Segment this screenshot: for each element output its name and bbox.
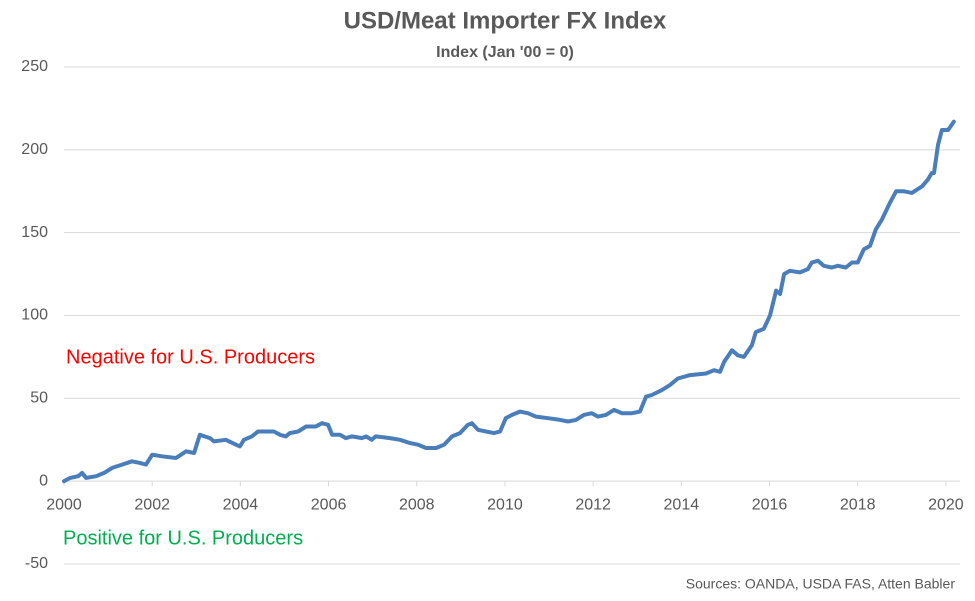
x-tick-label: 2020: [928, 496, 964, 513]
chart-subtitle: Index (Jan '00 = 0): [436, 44, 574, 61]
x-tick-label: 2000: [46, 496, 82, 513]
x-tick-label: 2006: [311, 496, 347, 513]
source: Sources: OANDA, USDA FAS, Atten Babler: [686, 576, 956, 592]
chart-title: USD/Meat Importer FX Index: [344, 7, 667, 34]
x-tick-label: 2016: [752, 496, 788, 513]
x-tick-label: 2010: [487, 496, 523, 513]
data-line: [62, 119, 956, 484]
x-tick-label: 2008: [399, 496, 435, 513]
x-tick-label: 2002: [134, 496, 170, 513]
y-tick-label: 100: [21, 307, 48, 324]
y-tick-label: 150: [21, 224, 48, 241]
x-tick-label: 2012: [575, 496, 611, 513]
x-tick-label: 2018: [840, 496, 876, 513]
x-tick-label: 2014: [664, 496, 700, 513]
y-tick-label: -50: [25, 555, 48, 572]
annotation: Positive for U.S. Producers: [63, 527, 303, 549]
y-tick-label: 0: [39, 472, 48, 489]
y-tick-label: 200: [21, 141, 48, 158]
y-tick-label: 250: [21, 58, 48, 75]
x-tick-label: 2004: [223, 496, 259, 513]
y-tick-label: 50: [30, 390, 48, 407]
annotation: Negative for U.S. Producers: [66, 346, 315, 368]
